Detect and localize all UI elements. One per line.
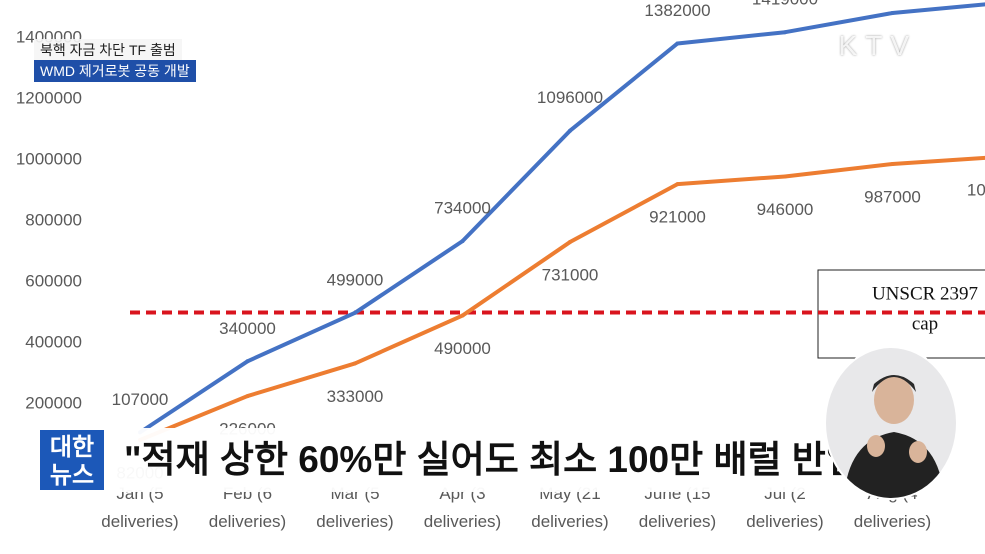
program-logo: 대한 뉴스 (38, 428, 106, 492)
point (568, 240, 572, 245)
y-tick-label: 200000 (25, 393, 82, 412)
data-label: 490000 (434, 339, 491, 358)
caption: 북핵 자금 차단 TF 출범 (34, 39, 182, 61)
point (353, 310, 357, 315)
y-tick-label: 800000 (25, 210, 82, 229)
channel-logo: KTV (838, 30, 917, 61)
x-tick-label-line: deliveries) (746, 512, 823, 531)
data-label: 107000 (112, 390, 169, 409)
data-label: 333000 (327, 387, 384, 406)
data-label: 731000 (542, 266, 599, 285)
y-tick-label: 600000 (25, 271, 82, 290)
x-tick-label-line: deliveries) (531, 512, 608, 531)
reference-label: UNSCR 2397 (872, 283, 978, 304)
data-label: 1419000 (752, 0, 818, 9)
point (460, 313, 465, 318)
data-label: 499000 (327, 270, 384, 289)
data-label: 987000 (864, 187, 921, 206)
data-label: 1010000 (967, 180, 985, 199)
y-tick-label: 400000 (25, 332, 82, 351)
point (568, 128, 572, 133)
point (245, 359, 250, 364)
x-tick-label-line: deliveries) (424, 512, 501, 531)
point (890, 10, 895, 15)
point (890, 161, 895, 166)
data-label: 340000 (219, 319, 276, 338)
y-tick-label: 1000000 (16, 149, 82, 168)
headline: "적재 상한 60%만 실어도 최소 100만 배럴 반입" (108, 428, 894, 492)
point (245, 394, 250, 399)
x-tick-label-line: deliveries) (316, 512, 393, 531)
sign-language-inset (824, 346, 958, 500)
data-label: 921000 (649, 208, 706, 227)
caption: WMD 제거로봇 공동 개발 (34, 60, 196, 82)
x-tick-label-line: deliveries) (639, 512, 716, 531)
point (353, 361, 357, 366)
x-tick-label-line: deliveries) (209, 512, 286, 531)
point (675, 41, 680, 46)
point (675, 182, 680, 187)
point (460, 239, 465, 244)
data-label: 734000 (434, 199, 491, 218)
program-logo-text: 대한 (49, 434, 95, 461)
point (783, 174, 787, 179)
signer-figure (844, 375, 944, 498)
point (783, 30, 787, 35)
data-label: 1382000 (644, 1, 710, 20)
program-logo-text: 뉴스 (49, 462, 95, 489)
data-label: 1096000 (537, 88, 603, 107)
reference-label: cap (912, 313, 938, 334)
x-tick-label-line: deliveries) (101, 512, 178, 531)
y-tick-label: 1200000 (16, 88, 82, 107)
x-tick-label-line: deliveries) (854, 512, 931, 531)
data-label: 946000 (757, 200, 814, 219)
